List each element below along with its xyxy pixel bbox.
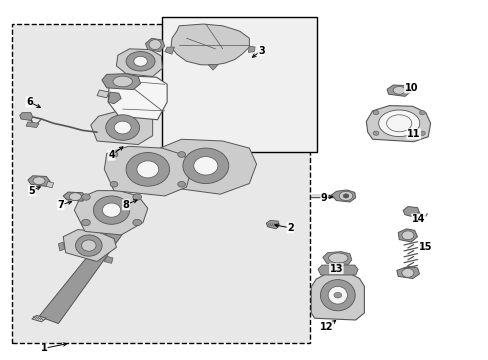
Ellipse shape [126, 51, 155, 71]
Ellipse shape [102, 203, 121, 217]
Polygon shape [20, 113, 33, 121]
Polygon shape [46, 181, 53, 188]
Polygon shape [208, 65, 218, 70]
Text: 12: 12 [319, 322, 333, 332]
Ellipse shape [178, 181, 185, 187]
Polygon shape [322, 252, 351, 264]
Polygon shape [397, 229, 417, 242]
Ellipse shape [401, 269, 413, 277]
Polygon shape [386, 85, 410, 96]
Ellipse shape [419, 111, 425, 115]
Ellipse shape [69, 193, 81, 201]
Ellipse shape [401, 231, 413, 240]
Ellipse shape [134, 56, 147, 66]
Text: 8: 8 [122, 200, 129, 210]
Ellipse shape [81, 194, 90, 200]
Text: 2: 2 [286, 223, 293, 233]
Ellipse shape [337, 254, 344, 258]
Polygon shape [63, 230, 116, 261]
Ellipse shape [75, 235, 102, 256]
Polygon shape [366, 105, 430, 142]
Polygon shape [396, 266, 419, 279]
Polygon shape [32, 315, 46, 322]
Ellipse shape [372, 131, 378, 135]
Ellipse shape [110, 152, 118, 157]
Polygon shape [97, 90, 109, 98]
Text: 9: 9 [320, 193, 327, 203]
Polygon shape [331, 190, 355, 202]
Ellipse shape [328, 253, 347, 263]
Text: 14: 14 [411, 214, 425, 224]
Ellipse shape [419, 131, 425, 135]
Ellipse shape [178, 152, 185, 157]
Polygon shape [58, 242, 64, 251]
Ellipse shape [372, 111, 378, 115]
Ellipse shape [110, 181, 118, 187]
Ellipse shape [183, 148, 228, 184]
Polygon shape [108, 92, 121, 104]
Text: 13: 13 [329, 264, 343, 274]
Ellipse shape [114, 121, 131, 134]
Text: 10: 10 [404, 83, 417, 93]
Polygon shape [102, 74, 140, 90]
Polygon shape [104, 146, 191, 196]
Text: 5: 5 [28, 186, 35, 195]
Text: 4: 4 [108, 150, 115, 160]
Ellipse shape [378, 110, 419, 136]
Ellipse shape [193, 157, 218, 175]
Text: 11: 11 [406, 129, 420, 139]
Ellipse shape [81, 219, 90, 226]
Polygon shape [63, 192, 86, 201]
Polygon shape [74, 191, 147, 235]
Polygon shape [108, 76, 167, 120]
Polygon shape [145, 38, 164, 52]
Polygon shape [155, 139, 256, 194]
Ellipse shape [392, 86, 405, 94]
Polygon shape [265, 220, 279, 229]
Ellipse shape [137, 161, 159, 178]
Polygon shape [310, 272, 364, 320]
Ellipse shape [339, 192, 352, 201]
Text: 3: 3 [258, 46, 264, 56]
Ellipse shape [81, 240, 96, 251]
Polygon shape [171, 24, 249, 65]
Ellipse shape [105, 115, 139, 140]
Polygon shape [248, 46, 255, 53]
FancyBboxPatch shape [12, 24, 309, 343]
Ellipse shape [386, 115, 411, 132]
Polygon shape [104, 256, 113, 263]
Polygon shape [28, 176, 50, 186]
Ellipse shape [113, 76, 132, 87]
Polygon shape [26, 122, 39, 127]
Text: 7: 7 [57, 200, 64, 210]
Ellipse shape [320, 280, 354, 311]
Text: 6: 6 [26, 97, 33, 107]
Text: 15: 15 [418, 242, 432, 252]
Ellipse shape [133, 194, 141, 200]
Polygon shape [116, 49, 162, 77]
Ellipse shape [149, 40, 161, 50]
Ellipse shape [133, 219, 141, 226]
Ellipse shape [93, 196, 129, 224]
Polygon shape [317, 265, 357, 275]
Polygon shape [402, 207, 419, 217]
Ellipse shape [343, 194, 348, 198]
Polygon shape [39, 212, 133, 324]
Ellipse shape [126, 153, 169, 186]
Text: 1: 1 [41, 343, 47, 354]
Polygon shape [164, 47, 174, 54]
Ellipse shape [334, 253, 347, 260]
FancyBboxPatch shape [162, 17, 316, 152]
Polygon shape [91, 111, 152, 145]
Ellipse shape [333, 292, 341, 298]
Ellipse shape [33, 177, 45, 185]
Ellipse shape [327, 286, 347, 304]
